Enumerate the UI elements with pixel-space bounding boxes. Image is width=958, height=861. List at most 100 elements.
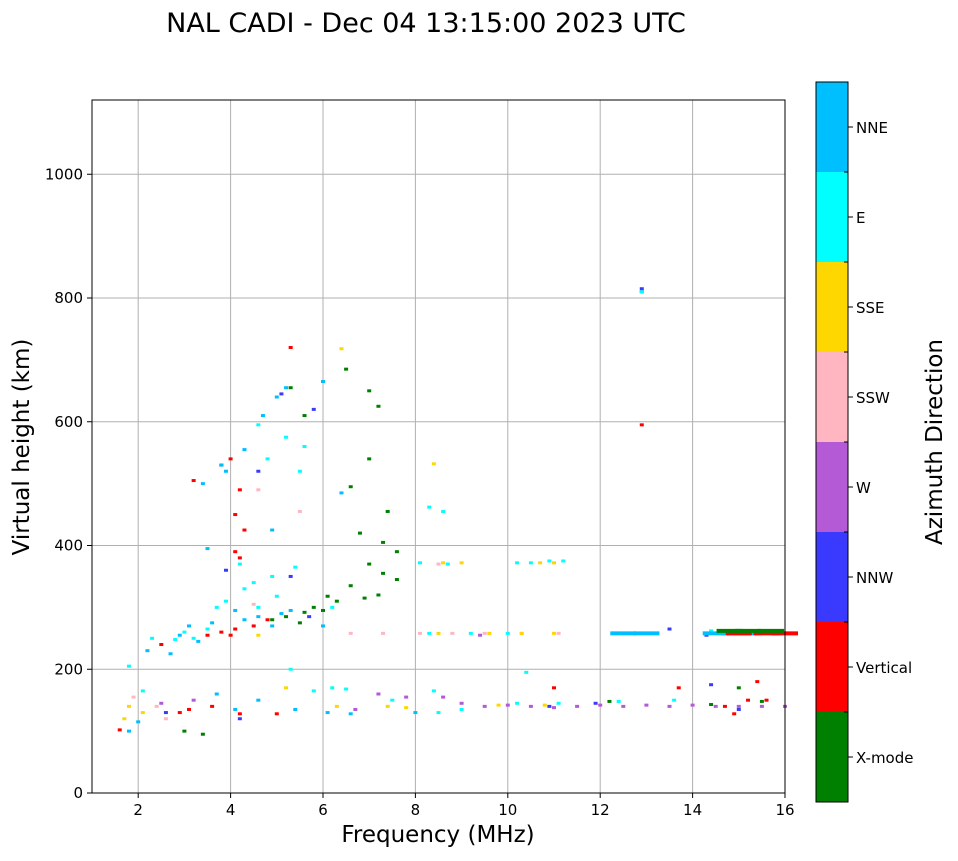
series-ssw: [131, 488, 561, 721]
data-point: [136, 720, 141, 724]
data-point: [427, 631, 432, 635]
data-point: [205, 633, 210, 637]
data-point: [556, 701, 561, 705]
data-point: [237, 556, 242, 560]
data-point: [284, 386, 289, 390]
band-x-mode: [716, 628, 785, 633]
data-point: [311, 407, 316, 411]
colorbar-segment: [816, 352, 848, 442]
colorbar-tick-label: X-mode: [856, 749, 913, 767]
data-point: [348, 631, 353, 635]
data-point: [639, 423, 644, 427]
data-point: [482, 631, 487, 635]
data-point: [191, 698, 196, 702]
x-tick-label: 16: [775, 801, 794, 819]
data-point: [427, 505, 432, 509]
data-point: [159, 643, 164, 646]
data-point: [621, 704, 626, 708]
colorbar-label: Azimuth Direction: [922, 339, 948, 545]
data-point: [228, 457, 233, 461]
data-point: [307, 615, 312, 619]
data-point: [191, 479, 196, 483]
data-point: [496, 703, 501, 707]
x-tick-label: 6: [318, 801, 328, 819]
data-point: [330, 605, 335, 609]
data-point: [159, 701, 164, 705]
data-point: [237, 488, 242, 492]
data-point: [270, 574, 275, 578]
series-w: [159, 633, 787, 711]
data-point: [759, 699, 764, 703]
data-point: [187, 624, 192, 628]
colorbar-segment: [816, 82, 848, 172]
data-point: [542, 703, 547, 707]
data-point: [237, 717, 242, 721]
data-point: [219, 463, 224, 467]
data-point: [413, 711, 418, 715]
data-point: [702, 631, 729, 636]
plot-grid: [92, 100, 785, 793]
data-point: [459, 707, 464, 711]
data-point: [311, 605, 316, 609]
colorbar-segment: [816, 532, 848, 622]
data-point: [353, 707, 358, 711]
data-point: [284, 435, 289, 439]
x-axis-ticks: 2 4 6 8 10 12 14 16: [133, 793, 795, 819]
data-point: [196, 639, 201, 643]
data-point: [348, 712, 353, 716]
data-point: [639, 290, 644, 294]
data-point: [376, 593, 381, 597]
data-point: [126, 729, 131, 733]
data-point: [690, 703, 695, 707]
data-point: [348, 485, 353, 489]
data-point: [381, 540, 386, 544]
data-point: [755, 680, 760, 684]
data-point: [441, 561, 446, 565]
data-point: [450, 631, 455, 635]
data-point: [732, 712, 737, 716]
data-point: [173, 638, 178, 642]
data-point: [404, 706, 409, 710]
data-point: [117, 728, 122, 732]
data-point: [256, 423, 261, 427]
y-tick-label: 800: [54, 289, 83, 307]
data-point: [233, 707, 238, 711]
data-point: [177, 711, 182, 715]
data-point: [251, 581, 256, 585]
data-point: [260, 414, 265, 418]
data-point: [709, 703, 714, 707]
colorbar-tick-label: SSE: [856, 299, 885, 317]
data-point: [265, 618, 270, 622]
data-point: [270, 624, 275, 628]
data-point: [200, 482, 205, 486]
series-sse: [122, 347, 556, 721]
data-point: [297, 509, 302, 513]
data-point: [311, 689, 316, 693]
data-point: [288, 574, 293, 578]
data-point: [182, 630, 187, 634]
data-point: [367, 562, 372, 566]
data-point: [552, 686, 556, 690]
data-point: [639, 287, 644, 291]
colorbar-segment: [816, 172, 848, 262]
data-point: [330, 686, 335, 690]
data-point: [223, 469, 228, 473]
data-point: [722, 704, 727, 708]
data-point: [302, 610, 307, 614]
data-point: [431, 689, 436, 693]
data-point: [725, 631, 752, 636]
data-point: [233, 550, 238, 554]
data-point: [390, 698, 395, 702]
data-point: [140, 711, 145, 715]
data-point: [385, 704, 390, 708]
data-point: [228, 633, 233, 637]
data-point: [759, 704, 764, 708]
data-point: [279, 612, 284, 616]
colorbar-tick-label: NNW: [856, 569, 893, 587]
data-point: [381, 631, 386, 635]
data-point: [538, 561, 543, 565]
colorbar: X-mode Vertical NNW W SSW SSE E NNE: [815, 81, 913, 803]
data-point: [445, 562, 450, 566]
data-point: [441, 695, 446, 699]
